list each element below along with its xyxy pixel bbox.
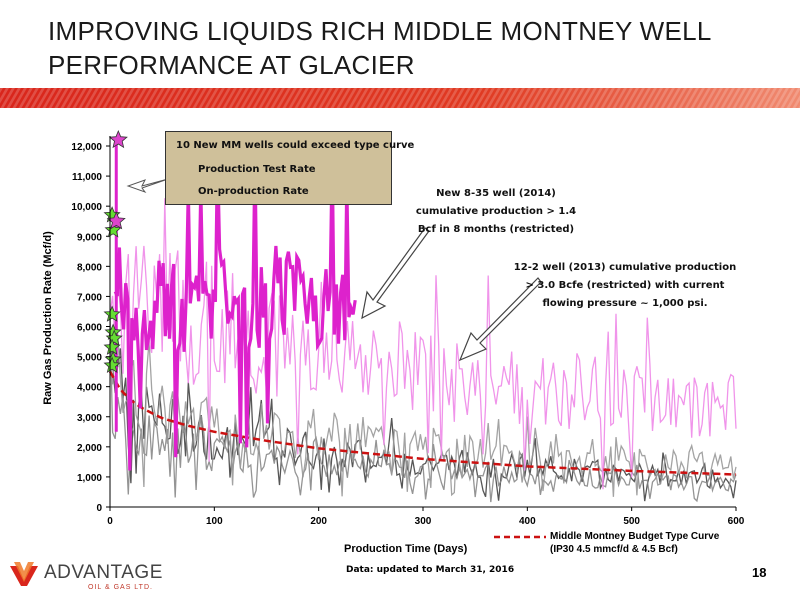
budget-label-line-1: Middle Montney Budget Type Curve: [550, 531, 720, 542]
series-line-3: [109, 327, 737, 502]
slide-title: IMPROVING LIQUIDS RICH MIDDLE MONTNEY WE…: [48, 14, 748, 82]
y-tick-label: 8,000: [77, 262, 102, 273]
title-band: [0, 88, 800, 108]
on-production-star-icon: [108, 129, 128, 149]
logo-wordmark: ADVANTAGE: [44, 562, 163, 583]
y-tick-label: 2,000: [77, 443, 102, 454]
y-tick-label: 11,000: [72, 172, 102, 183]
legend-title: 10 New MM wells could exceed type curve: [176, 140, 415, 151]
x-tick-label: 300: [415, 516, 432, 527]
annotation-well-2014: New 8-35 well (2014) cumulative producti…: [396, 185, 596, 239]
x-tick-label: 0: [107, 516, 113, 527]
annotation-line: Bcf in 8 months (restricted): [417, 224, 575, 235]
series-line-2: [109, 198, 737, 490]
page-number: 18: [752, 565, 767, 580]
y-tick-label: 7,000: [77, 292, 102, 303]
series-group: [108, 142, 737, 503]
data-footnote: Data: updated to March 31, 2016: [346, 565, 515, 575]
y-tick-label: 4,000: [77, 383, 102, 394]
title-line-1: IMPROVING LIQUIDS RICH MIDDLE MONTNEY WE…: [48, 16, 712, 46]
legend-item-production-test: Production Test Rate: [198, 164, 316, 175]
y-tick-label: 0: [96, 503, 102, 514]
budget-label-line-2: (IP30 4.5 mmcf/d & 4.5 Bcf): [550, 544, 678, 555]
annotation-well-2013: 12-2 well (2013) cumulative production >…: [505, 259, 745, 313]
legend-pointer-arrow: [126, 178, 169, 194]
annotation-line: flowing pressure ~ 1,000 psi.: [542, 298, 708, 309]
logo-subtext: OIL & GAS LTD.: [88, 584, 153, 591]
company-logo: ADVANTAGE OIL & GAS LTD.: [8, 560, 162, 596]
y-tick-label: 10,000: [71, 202, 102, 213]
y-tick-label: 9,000: [77, 232, 102, 243]
production-test-star-icon: [103, 356, 121, 373]
x-tick-label: 600: [728, 516, 745, 527]
production-test-star-icon: [103, 338, 121, 355]
budget-curve-label: Middle Montney Budget Type Curve (IP30 4…: [550, 530, 719, 556]
marker-group: [103, 129, 128, 373]
well-2013-arrow: [458, 277, 542, 362]
x-tick-label: 400: [519, 516, 536, 527]
y-tick-label: 3,000: [77, 413, 102, 424]
y-axis-label: Raw Gas Production Rate (Mcf/d): [42, 231, 54, 405]
y-tick-label: 1,000: [77, 473, 102, 484]
legend-item-on-production: On-production Rate: [198, 186, 309, 197]
legend-box: 10 New MM wells could exceed type curve …: [165, 131, 414, 205]
logo-mark-icon: [10, 562, 38, 586]
x-tick-label: 100: [206, 516, 223, 527]
production-test-star-icon: [103, 305, 121, 322]
y-tick-label: 5,000: [77, 353, 102, 364]
series-line-budget-type-curve: [108, 370, 737, 476]
y-tick-label: 12,000: [71, 142, 102, 153]
y-tick-label: 6,000: [77, 323, 102, 334]
x-tick-label: 200: [310, 516, 327, 527]
annotation-line: New 8-35 well (2014): [436, 188, 556, 199]
axes: [109, 136, 736, 508]
well-2014-arrow: [361, 227, 430, 320]
annotation-line: > 3.0 Bcfe (restricted) with current: [525, 280, 725, 291]
x-tick-label: 500: [623, 516, 640, 527]
production-test-star-icon: [104, 221, 122, 238]
title-line-2: PERFORMANCE AT GLACIER: [48, 50, 415, 80]
annotation-line: cumulative production > 1.4: [415, 206, 577, 217]
series-line-1: [113, 153, 357, 471]
annotation-line: 12-2 well (2013) cumulative production: [513, 262, 737, 273]
x-axis-label: Production Time (Days): [344, 543, 468, 555]
axis-ticks: 0 1,000 2,000 3,000 4,000 5,000 6,000 7,000 8,00…: [71, 142, 744, 527]
